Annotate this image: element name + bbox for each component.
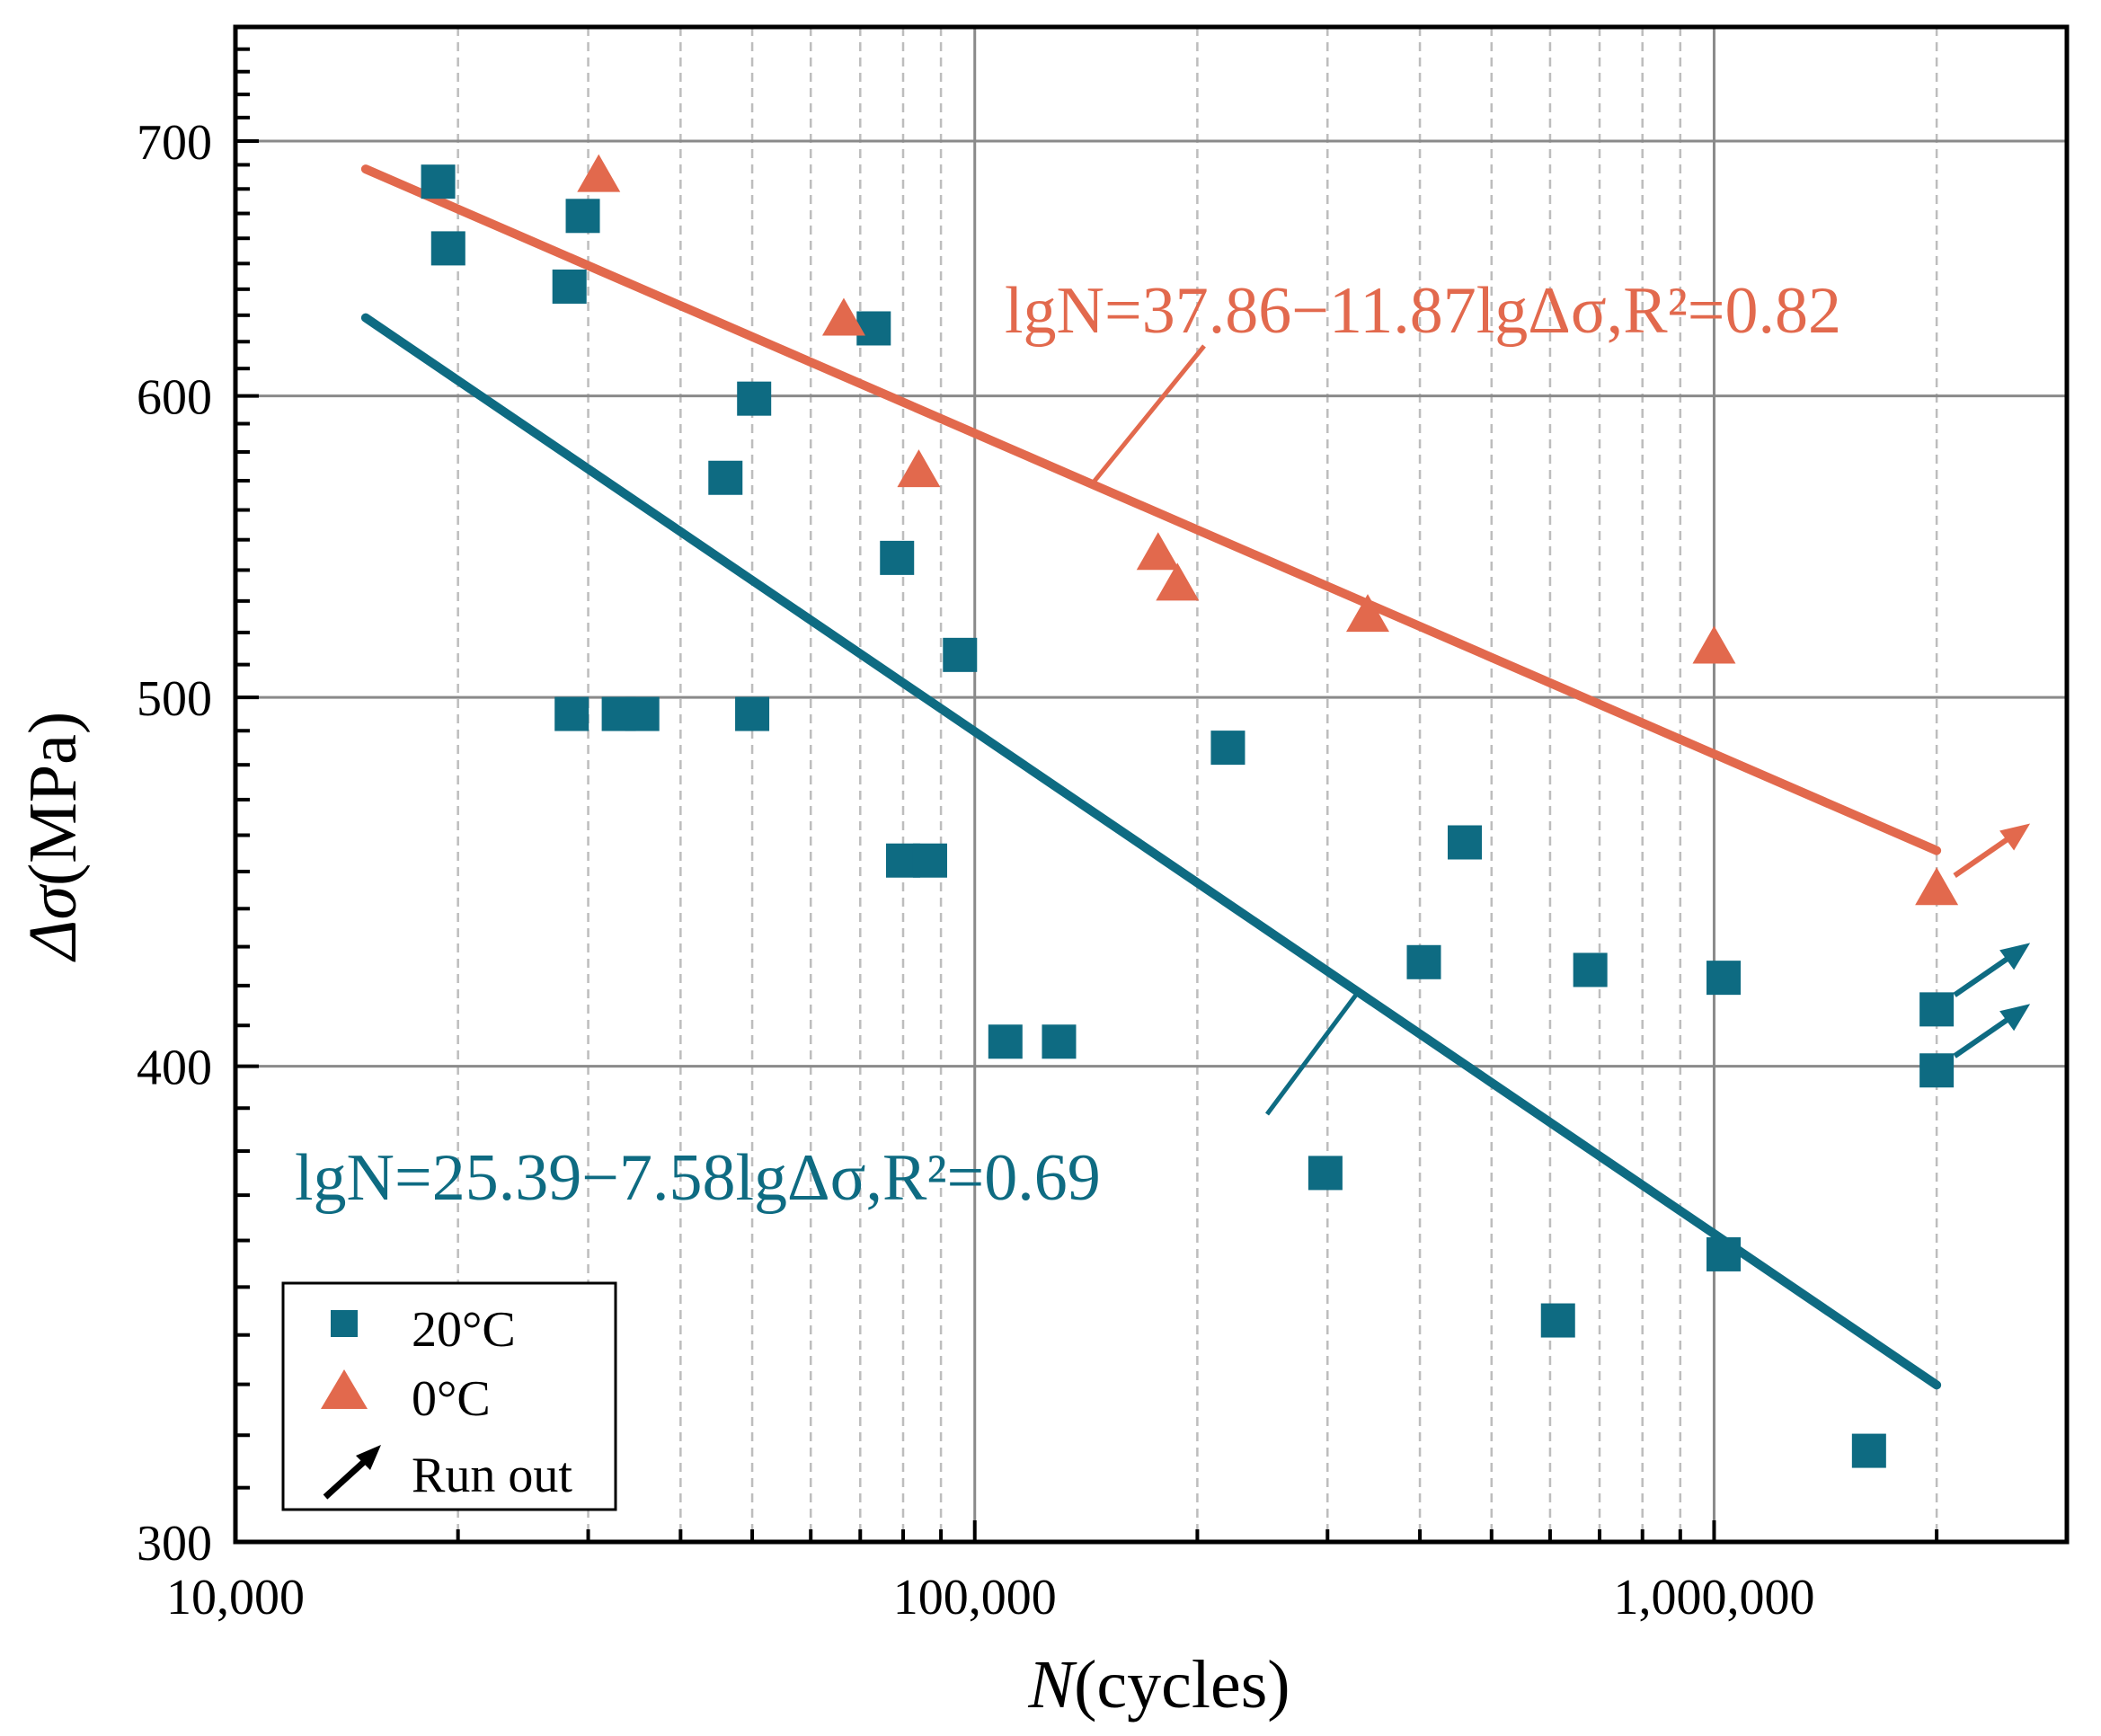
- x-tick-label: 1,000,000: [1613, 1570, 1814, 1625]
- data-point-square: [552, 269, 587, 304]
- fit-0c-leader-line: [1092, 344, 1206, 483]
- x-axis-label-symbol: N: [1027, 1647, 1077, 1723]
- data-point-square: [1919, 1053, 1955, 1088]
- legend-label-0c: 0°C: [412, 1371, 491, 1427]
- data-point-square: [1406, 944, 1441, 979]
- y-tick-label: 600: [137, 370, 212, 426]
- legend-arrow-icon: [356, 1445, 381, 1470]
- data-point-square: [737, 381, 772, 416]
- fit-line: [360, 164, 1942, 855]
- fit-line: [360, 313, 1942, 1390]
- data-point-triangle: [897, 449, 941, 488]
- run-out-arrow-head: [1999, 1004, 2031, 1032]
- data-point-triangle: [1136, 532, 1180, 571]
- data-point-square: [1919, 992, 1955, 1027]
- data-point-square: [421, 164, 456, 199]
- data-point-triangle: [1692, 625, 1736, 664]
- data-point-square: [856, 311, 891, 346]
- fit-0c-equation: lgN=37.86−11.87lgΔσ,R²=0.82: [1005, 274, 1841, 348]
- legend-arrow-shaft: [323, 1458, 368, 1500]
- data-point-square: [554, 696, 590, 731]
- data-point-square: [1540, 1303, 1575, 1338]
- run-out-arrows: [1953, 823, 2031, 1058]
- data-point-square: [625, 696, 660, 731]
- data-points: [421, 154, 1959, 1468]
- x-tick-label: 10,000: [166, 1570, 305, 1625]
- y-tick-label: 700: [137, 115, 212, 171]
- data-point-square: [735, 696, 770, 731]
- data-point-square: [430, 231, 465, 266]
- data-point-triangle: [821, 297, 865, 336]
- data-point-square: [1707, 961, 1742, 996]
- legend-square-marker: [331, 1310, 358, 1337]
- y-axis-label-unit: (MPa): [15, 712, 91, 886]
- data-point-square: [912, 843, 947, 878]
- x-axis-label: N(cycles): [1027, 1647, 1290, 1723]
- fit-20c-equation: lgN=25.39−7.58lgΔσ,R²=0.69: [295, 1141, 1101, 1215]
- data-point-triangle: [1345, 594, 1389, 633]
- run-out-arrow-head: [1999, 823, 2031, 851]
- y-tick-label: 400: [137, 1041, 212, 1096]
- data-point-square: [1210, 731, 1246, 766]
- axis-tick-labels: 10,000 100,000 1,000,000 300 400 500 600 700: [137, 115, 1814, 1625]
- data-point-square: [1573, 952, 1608, 988]
- data-point-triangle: [1915, 867, 1959, 906]
- run-out-arrow-head: [1999, 943, 2031, 970]
- legend-label-20c: 20°C: [412, 1302, 516, 1358]
- data-point-square: [1308, 1156, 1343, 1191]
- data-point-square: [1851, 1433, 1886, 1468]
- legend: 20°C 0°C Run out: [281, 1281, 617, 1511]
- data-point-triangle: [577, 154, 621, 192]
- y-axis-label: Δσ(MPa): [15, 712, 91, 962]
- data-point-square: [880, 540, 915, 575]
- y-axis-label-symbol: Δσ: [15, 884, 91, 963]
- data-point-square: [1447, 825, 1482, 860]
- data-point-square: [565, 199, 600, 234]
- axis-ticks: [234, 47, 2069, 1544]
- legend-label-run-out: Run out: [412, 1448, 572, 1503]
- y-tick-label: 500: [137, 671, 212, 727]
- data-point-square: [708, 460, 743, 495]
- data-point-triangle: [1156, 562, 1200, 601]
- plot-frame: [233, 24, 2070, 1545]
- data-point-square: [1042, 1024, 1077, 1059]
- y-tick-label: 300: [137, 1516, 212, 1572]
- x-tick-label: 100,000: [893, 1570, 1057, 1625]
- data-point-square: [943, 637, 978, 672]
- fit-lines: [360, 164, 1942, 1390]
- fit-20c-leader-line: [1264, 990, 1361, 1116]
- data-point-square: [988, 1024, 1023, 1059]
- data-point-square: [1707, 1236, 1742, 1271]
- legend-triangle-marker: [321, 1369, 368, 1409]
- x-axis-label-unit: (cycles): [1074, 1647, 1290, 1723]
